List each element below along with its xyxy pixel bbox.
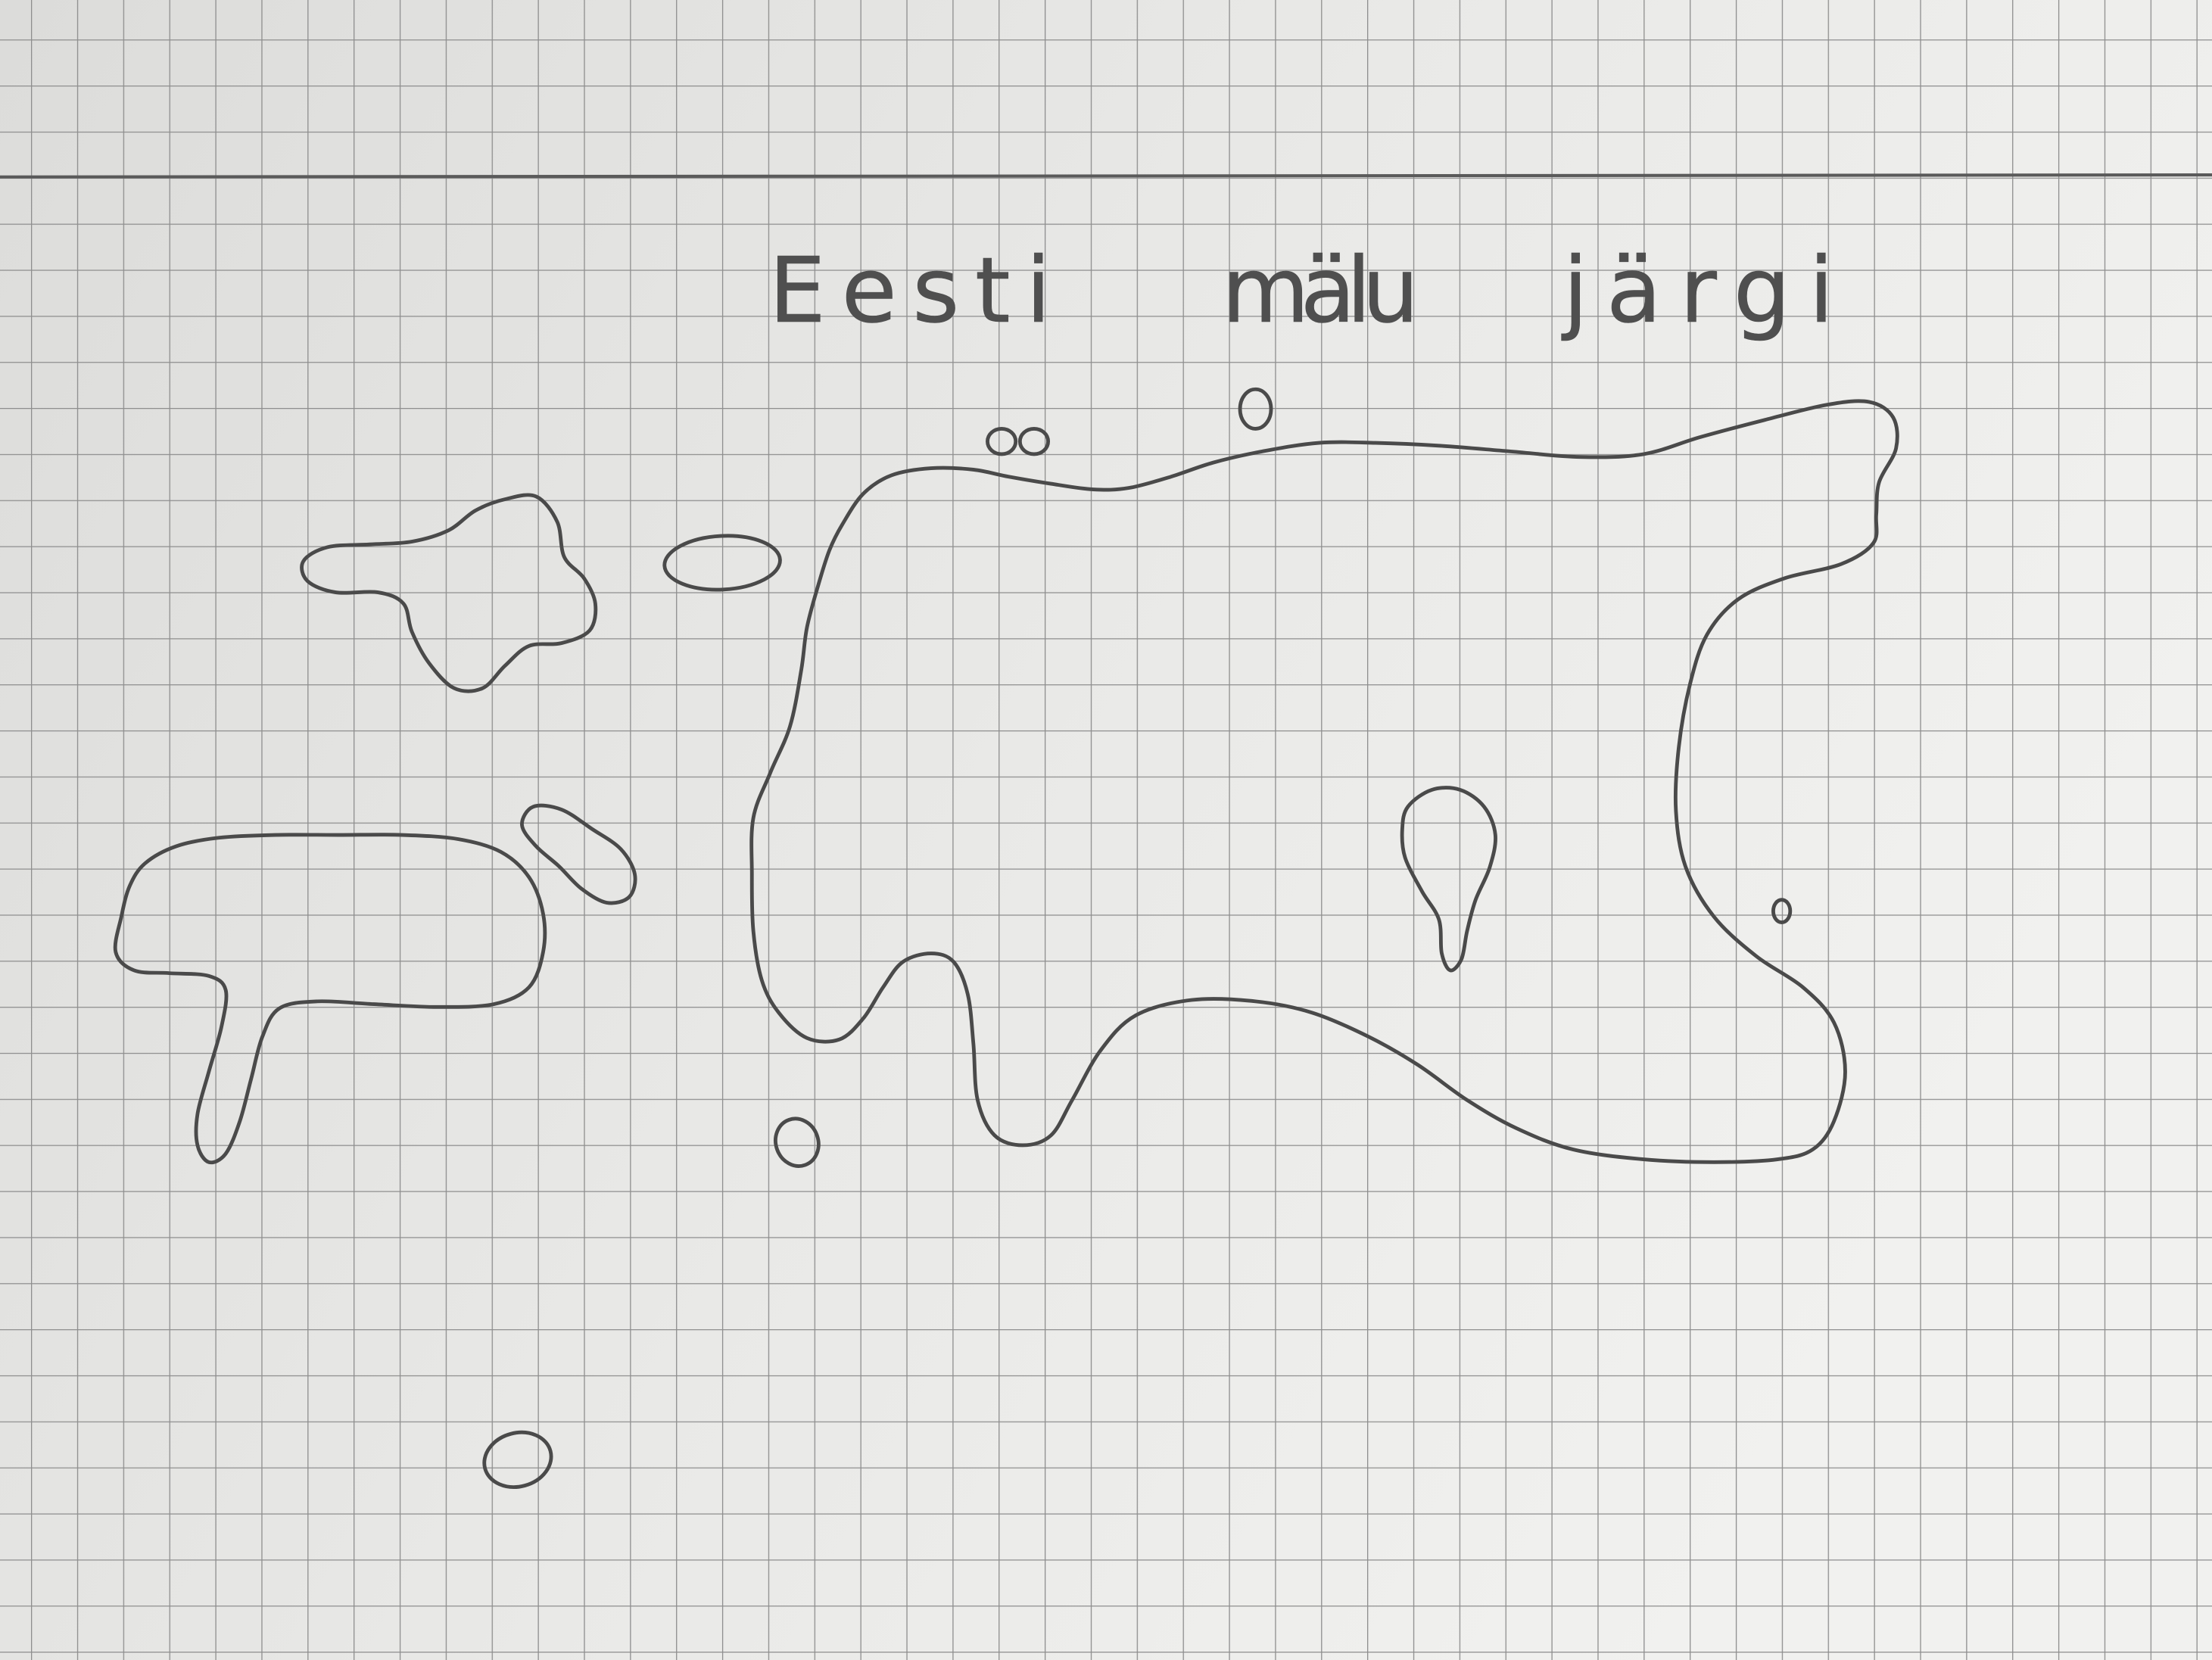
saaremaa-outline (113, 833, 547, 1165)
islet-east (1771, 898, 1793, 924)
muhu-outline (520, 803, 637, 905)
mainland-outline (749, 399, 1899, 1164)
hiiumaa-outline (300, 493, 598, 693)
islet-north-1 (986, 426, 1018, 456)
islet-north-3 (1238, 387, 1273, 431)
islet-southwest (482, 1430, 553, 1489)
lake-outline (1400, 786, 1497, 973)
title-word-3: järgi (1561, 238, 1834, 344)
vormsi-outline (662, 534, 782, 592)
islet-north-2 (1017, 426, 1051, 456)
title-word-2: mälu (1222, 238, 1419, 344)
margin-line (0, 173, 2212, 179)
islet-west (774, 1117, 821, 1168)
